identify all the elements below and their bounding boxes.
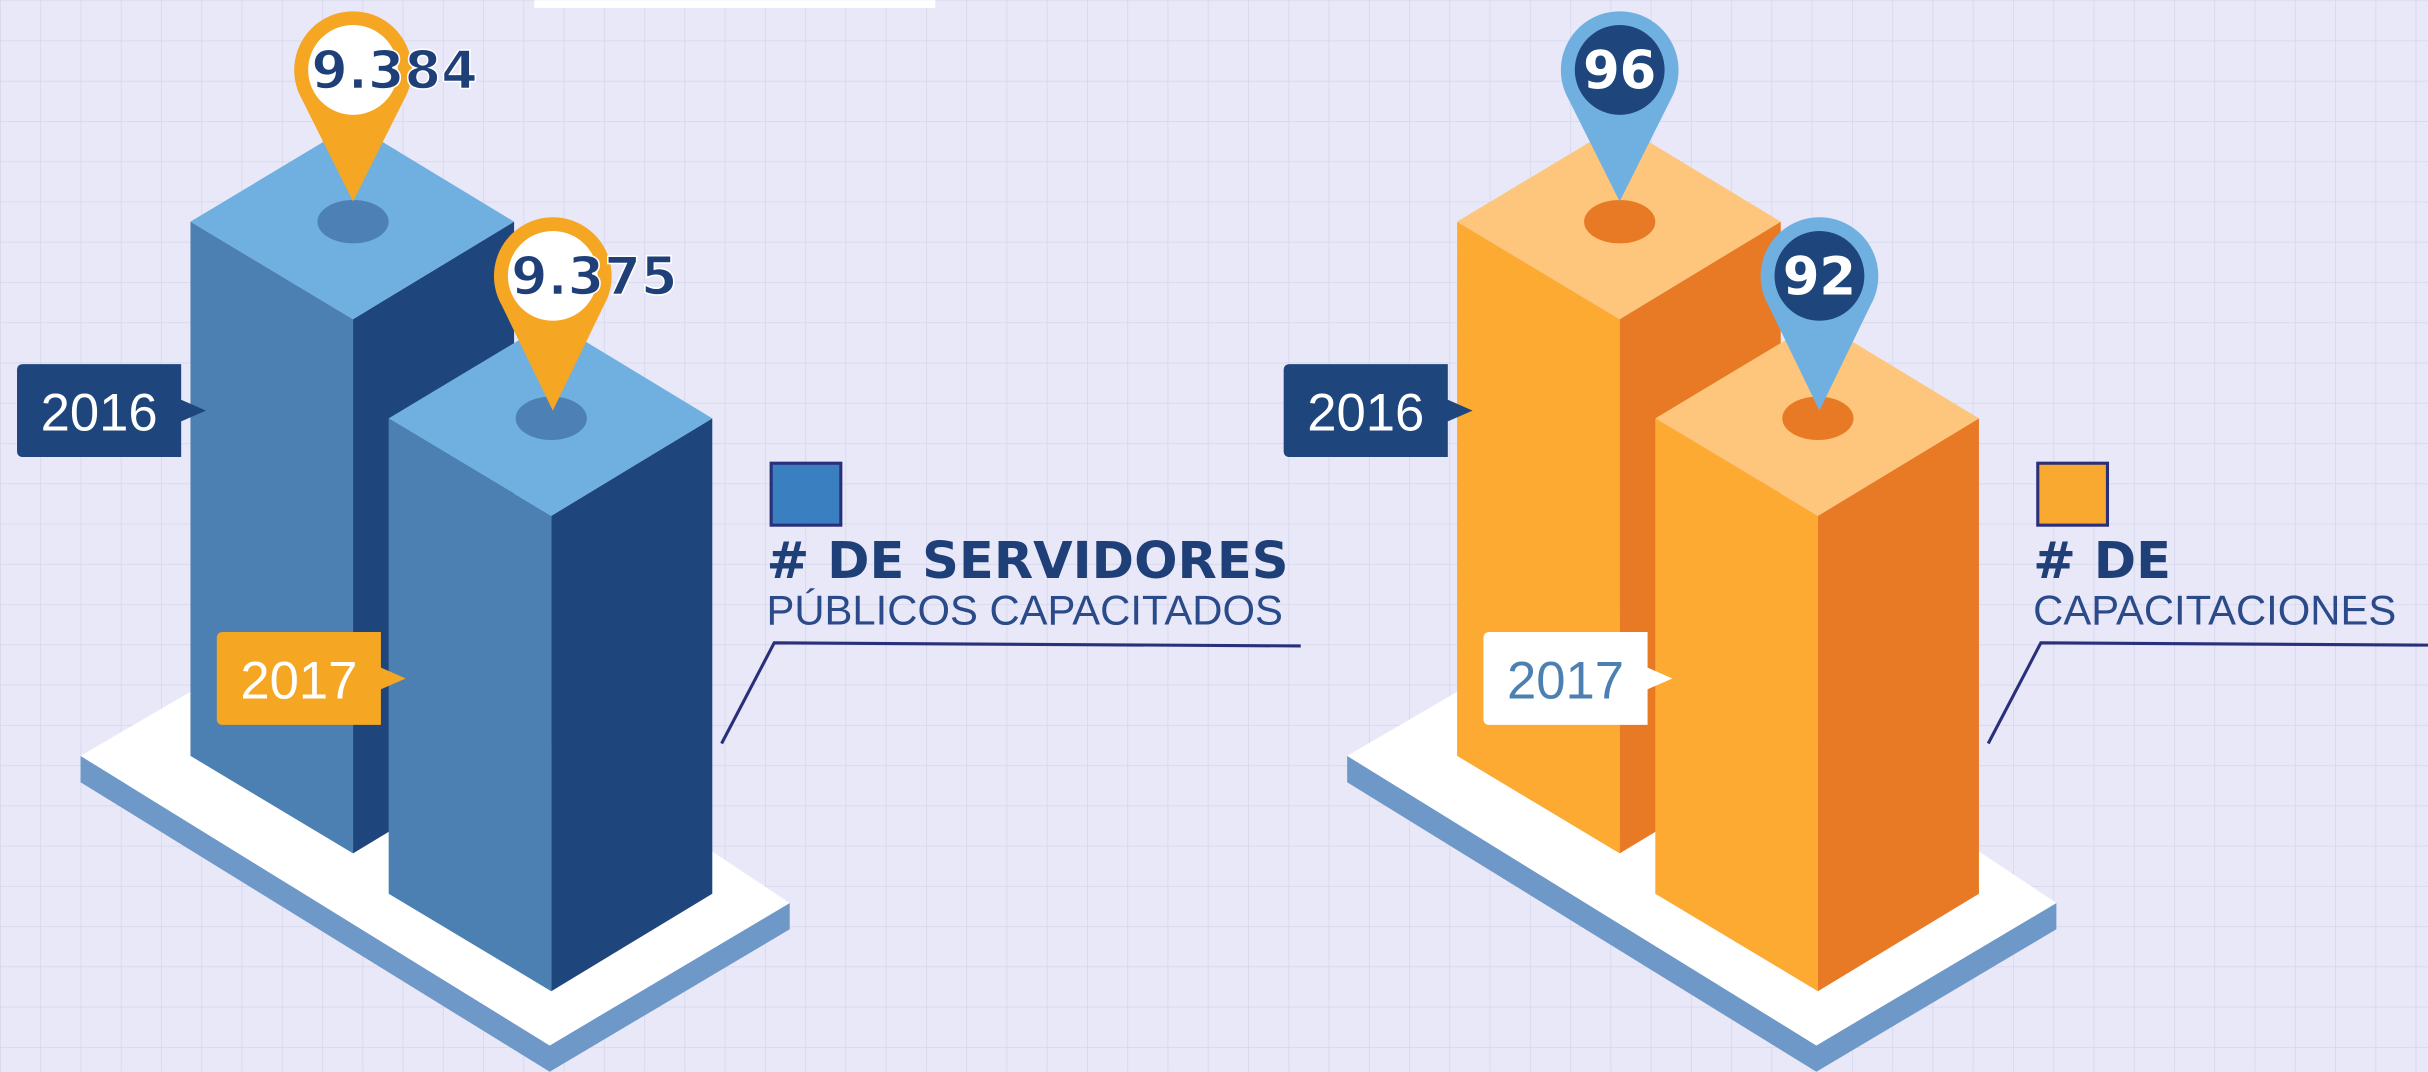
legend-subtitle: PÚBLICOS CAPACITADOS (766, 586, 1282, 633)
legend-title: # DE SERVIDORES (766, 532, 1288, 591)
year-label: 2016 (41, 384, 158, 443)
bar-value: 92 (1783, 246, 1856, 307)
bar-value: 96 (1583, 40, 1656, 101)
legend-title: # DE (2033, 532, 2171, 591)
top-strip (534, 0, 935, 8)
bar-right (551, 418, 712, 991)
bar-left (190, 222, 353, 854)
legend-swatch (2038, 463, 2108, 525)
pin-spot (317, 200, 388, 243)
legend-subtitle: CAPACITACIONES (2033, 586, 2396, 633)
infographic: 9.384 9.375 2016 2017 # DE SERVIDORESPÚBLICO… (0, 0, 2428, 1072)
bar-value: 9.384 (311, 40, 477, 101)
year-label: 2016 (1307, 384, 1424, 443)
year-label: 2017 (1507, 652, 1624, 711)
year-label: 2017 (240, 652, 357, 711)
bar-left (1457, 222, 1620, 854)
bar-right (1818, 418, 1979, 991)
bar-value: 9.375 (511, 246, 677, 307)
legend-swatch (771, 463, 841, 525)
pin-spot (1584, 200, 1655, 243)
bar-left (389, 418, 552, 991)
bar-left (1655, 418, 1818, 991)
